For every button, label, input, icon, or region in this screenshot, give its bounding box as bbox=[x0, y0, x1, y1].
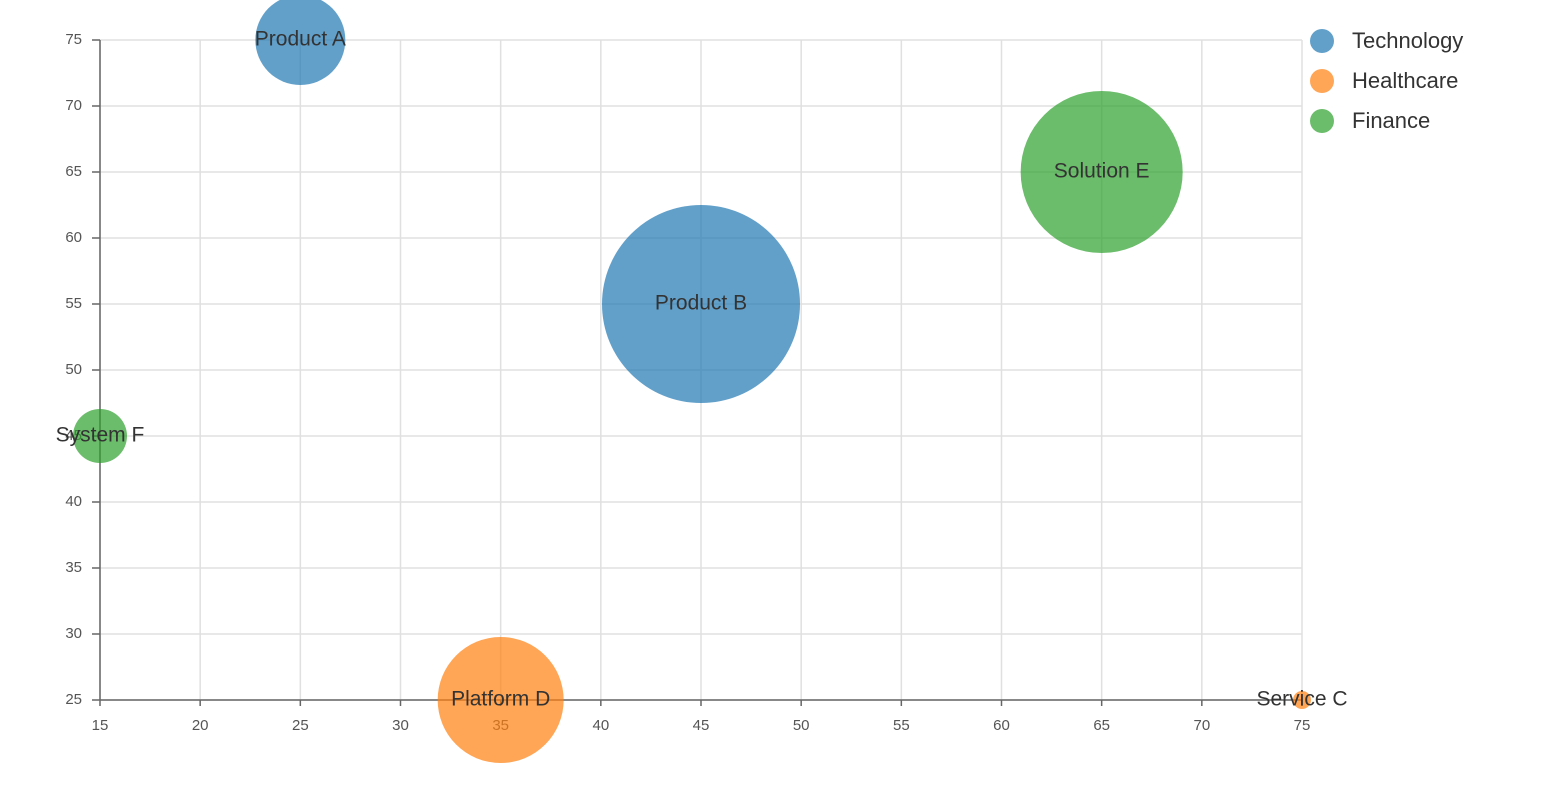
legend-swatch bbox=[1310, 29, 1334, 53]
bubble-label: Product A bbox=[255, 28, 346, 51]
y-tick-label: 30 bbox=[65, 625, 82, 642]
bubble bbox=[73, 409, 127, 463]
x-tick-label: 55 bbox=[893, 717, 910, 734]
legend-swatch bbox=[1310, 69, 1334, 93]
x-tick-label: 15 bbox=[92, 717, 109, 734]
x-tick-label: 20 bbox=[192, 717, 209, 734]
y-tick-label: 55 bbox=[65, 295, 82, 312]
y-tick-label: 40 bbox=[65, 493, 82, 510]
bubble-label: Solution E bbox=[1054, 160, 1150, 183]
y-tick-label: 25 bbox=[65, 691, 82, 708]
y-tick-label: 75 bbox=[65, 31, 82, 48]
x-tick-label: 60 bbox=[993, 717, 1010, 734]
y-tick-label: 65 bbox=[65, 163, 82, 180]
legend-swatch bbox=[1310, 109, 1334, 133]
x-tick-label: 70 bbox=[1193, 717, 1210, 734]
legend-label: Healthcare bbox=[1352, 68, 1458, 93]
x-tick-label: 40 bbox=[592, 717, 609, 734]
x-tick-label: 30 bbox=[392, 717, 409, 734]
y-tick-label: 60 bbox=[65, 229, 82, 246]
y-tick-label: 35 bbox=[65, 559, 82, 576]
bubble bbox=[602, 205, 800, 403]
x-tick-label: 65 bbox=[1093, 717, 1110, 734]
x-tick-label: 25 bbox=[292, 717, 309, 734]
x-tick-label: 45 bbox=[693, 717, 710, 734]
x-tick-label: 75 bbox=[1294, 717, 1311, 734]
bubble bbox=[437, 637, 564, 763]
bubble-label: System F bbox=[56, 424, 145, 447]
bubble-label: Service C bbox=[1256, 688, 1347, 711]
bubble-label: Product B bbox=[655, 292, 747, 315]
y-tick-label: 50 bbox=[65, 361, 82, 378]
bubble-label: Platform D bbox=[451, 688, 550, 711]
y-tick-label: 70 bbox=[65, 97, 82, 114]
legend-label: Technology bbox=[1352, 28, 1463, 53]
x-tick-label: 50 bbox=[793, 717, 810, 734]
bubble bbox=[1293, 691, 1311, 709]
bubble bbox=[255, 0, 346, 85]
bubble bbox=[1020, 91, 1183, 253]
legend-label: Finance bbox=[1352, 108, 1430, 133]
